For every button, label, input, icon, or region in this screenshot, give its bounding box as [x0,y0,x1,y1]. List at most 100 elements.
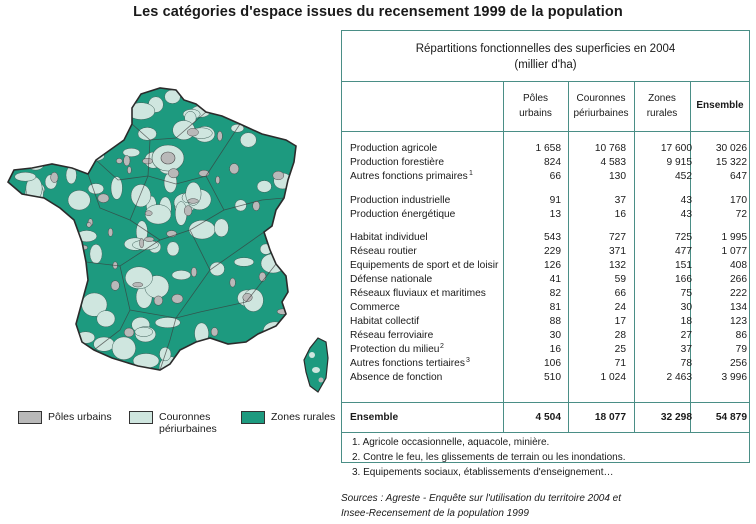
cell: 75 [680,288,692,299]
cell: 71 [614,358,626,369]
couronne-area [110,176,123,200]
divider [342,402,749,403]
cell: 371 [609,246,626,257]
couronne-area [130,184,151,208]
pole-urbain [242,293,253,302]
table-title: Répartitions fonctionnelles des superfic… [342,41,749,73]
legend-label: Zones rurales [271,411,336,423]
cell: 81 [549,302,561,313]
legend-poles-urbains: Pôles urbains [18,411,112,424]
pole-urbain [107,227,114,237]
row-label: Défense nationale [350,274,433,285]
table-row: Réseau ferroviaire 30 28 27 86 [342,329,749,343]
couronne-area [255,343,273,368]
table-row: Absence de fonction 510 1 024 2 463 3 996 [342,371,749,385]
couronne-area [278,226,290,242]
pole-urbain [132,282,144,288]
couronne-area [48,147,67,158]
pole-urbain [46,225,55,232]
cell: 1 077 [721,246,748,257]
cell: 170 [730,195,747,206]
pole-urbain [144,236,155,242]
cell: 66 [614,288,626,299]
divider [342,131,749,132]
pole-urbain [110,280,120,291]
cell: 16 [614,209,626,220]
couronne-area [46,280,68,305]
couronne-area [93,336,115,352]
cell: 132 [609,260,626,271]
note: 2. Contre le feu, les glissements de ter… [352,452,626,463]
couronne-area [53,88,79,104]
footnote-marker: 2 [440,343,444,350]
cell: 78 [680,358,692,369]
cell: 126 [544,260,561,271]
couronne-area [87,183,105,195]
couronne-area [96,310,116,328]
pole-urbain [83,348,91,358]
pole-urbain [258,271,267,282]
cell: 510 [544,372,561,383]
table-row: Autres fonctions tertiaires 3 106 71 78 256 [342,357,749,371]
footnote-marker: 1 [469,170,473,177]
couronne-area [134,326,153,337]
department-borders [85,111,285,371]
pole-urbain [245,350,253,359]
couronne-area [122,147,141,158]
pole-urbain [209,92,215,100]
pole-urbain [187,198,199,204]
legend-swatch-couronnes [129,411,153,424]
couronne-area [89,243,103,264]
couronne-area [171,270,191,281]
pole-urbain [18,357,28,365]
couronne-area [10,222,30,231]
cell: 15 322 [715,157,747,168]
cell: 3 996 [721,372,748,383]
pole-urbain [123,155,131,167]
couronne-area [41,305,68,319]
pole-urbain [27,305,40,312]
pole-urbain [276,308,289,315]
couronne-area [214,218,229,238]
pole-urbain [142,157,153,165]
row-label: Autres fonctions tertiaires [350,358,465,369]
table-row-total: Ensemble 4 504 18 077 32 298 54 879 [342,411,749,425]
pole-urbain [190,267,198,278]
couronne-area [111,336,136,360]
couronne-area [57,359,77,370]
row-label: Production forestière [350,157,445,168]
corsica [303,337,329,393]
couronne-area [35,331,48,342]
pole-urbain [24,242,36,252]
column-divider [634,81,635,432]
couronne-area [17,151,31,166]
table-row: Autres fonctions primaires 1 66 130 452 647 [342,170,749,184]
couronne-area [54,92,83,117]
row-label: Commerce [350,302,400,313]
table-row: Equipements de sport et de loisir 126 132 1… [342,259,749,273]
pole-urbain [38,132,44,141]
couronne-area [105,88,117,108]
cell: 43 [680,209,692,220]
cell: 28 [614,330,626,341]
couronne-area [21,196,45,215]
pole-urbain [196,91,202,98]
row-label: Production énergétique [350,209,456,220]
pole-urbain [229,277,236,288]
cell: 543 [544,232,561,243]
pole-urbain [171,293,184,304]
pole-urbain [63,306,73,316]
pole-urbain [210,327,219,337]
divider [342,81,749,82]
data-table: Répartitions fonctionnelles des superfic… [341,30,750,478]
couronne-area [233,257,255,267]
sources-line: Sources : Agreste - Enquête sur l'utilis… [341,493,622,504]
pole-urbain [144,210,153,216]
sources: Sources : Agreste - Enquête sur l'utilis… [341,491,621,521]
row-label: Ensemble [350,412,399,423]
pole-urbain [48,319,60,330]
column-header-poles: Pôles urbains [519,93,552,119]
cell: 222 [730,288,747,299]
cell: 30 026 [715,143,747,154]
cell: 229 [544,246,561,257]
